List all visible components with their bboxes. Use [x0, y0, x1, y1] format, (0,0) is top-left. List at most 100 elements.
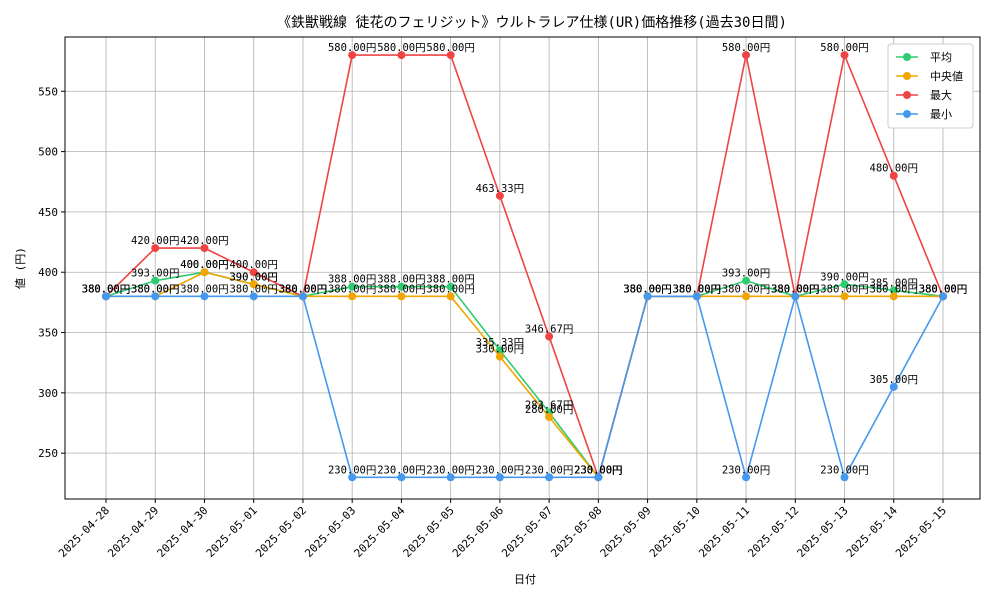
legend-swatch-marker [903, 91, 911, 99]
data-point [495, 473, 504, 482]
data-label: 480.00円 [870, 163, 918, 175]
data-labels: 380.00円393.00円400.00円390.00円380.00円388.0… [82, 42, 967, 476]
data-label: 388.00円 [328, 274, 376, 286]
data-label: 280.00円 [525, 404, 573, 416]
data-label: 380.00円 [279, 283, 327, 295]
data-label: 380.00円 [919, 283, 967, 295]
data-label: 380.00円 [919, 283, 967, 295]
data-point [397, 473, 406, 482]
data-point [840, 473, 849, 482]
data-label: 230.00円 [525, 464, 573, 476]
legend-label: 中央値 [930, 70, 963, 83]
data-point [495, 346, 504, 355]
data-label: 230.00円 [574, 464, 622, 476]
x-tick-label: 2025-05-14 [844, 504, 900, 560]
series-3 [102, 292, 947, 482]
legend-item: 最大 [896, 88, 952, 102]
y-tick-label: 300 [38, 387, 58, 400]
y-tick-label: 550 [38, 85, 58, 98]
y-axis: 250 300 350 400 450 500 550 [38, 85, 65, 460]
data-point [446, 282, 455, 291]
data-point [545, 473, 554, 482]
data-label: 230.00円 [574, 464, 622, 476]
data-label: 380.00円 [870, 283, 918, 295]
data-label: 230.00円 [328, 464, 376, 476]
data-point [791, 292, 800, 301]
x-tick-label: 2025-05-05 [401, 504, 457, 560]
data-label: 380.00円 [131, 283, 179, 295]
data-point [348, 282, 357, 291]
data-label: 380.00円 [820, 283, 868, 295]
data-label: 400.00円 [180, 259, 228, 271]
data-label: 380.00円 [673, 283, 721, 295]
data-label: 380.00円 [279, 283, 327, 295]
data-label: 380.00円 [426, 283, 474, 295]
data-label: 380.00円 [771, 283, 819, 295]
data-label: 380.00円 [82, 283, 130, 295]
data-point [446, 292, 455, 301]
data-point [840, 292, 849, 301]
legend-label: 最大 [930, 88, 952, 102]
data-label: 393.00円 [722, 268, 770, 280]
x-tick-label: 2025-04-28 [56, 504, 112, 560]
data-label: 380.00円 [771, 283, 819, 295]
data-point [249, 292, 258, 301]
data-point [397, 51, 406, 60]
data-label: 390.00円 [820, 271, 868, 283]
data-point [151, 276, 160, 285]
data-point [594, 473, 603, 482]
data-label: 580.00円 [722, 42, 770, 54]
data-point [889, 292, 898, 301]
data-point [742, 276, 751, 285]
data-label: 390.00円 [229, 271, 277, 283]
data-label: 230.00円 [476, 464, 524, 476]
data-point [249, 268, 258, 277]
data-label: 283.67円 [525, 400, 573, 412]
data-label: 230.00円 [820, 464, 868, 476]
data-label: 380.00円 [919, 283, 967, 295]
series-line [105, 52, 944, 480]
data-point [889, 382, 898, 391]
data-point [692, 292, 701, 301]
data-point [545, 332, 554, 341]
data-point [200, 292, 209, 301]
data-label: 380.00円 [673, 283, 721, 295]
x-tick-label: 2025-05-07 [499, 504, 555, 560]
legend-box [887, 43, 974, 129]
data-label: 420.00円 [180, 235, 228, 247]
chart-title: 《鉄獣戦線 徒花のフェリジット》ウルトラレア仕様(UR)価格推移(過去30日間) [277, 15, 787, 31]
data-label: 380.00円 [722, 283, 770, 295]
data-label: 230.00円 [377, 464, 425, 476]
data-point [397, 292, 406, 301]
data-label: 335.33円 [476, 337, 524, 349]
data-label: 230.00円 [574, 464, 622, 476]
y-axis-title: 値 (円) [14, 247, 27, 289]
data-label: 380.00円 [919, 283, 967, 295]
data-label: 330.00円 [476, 344, 524, 356]
x-tick-label: 2025-05-13 [795, 504, 851, 560]
data-label: 385.00円 [870, 277, 918, 289]
legend-swatch-marker [903, 110, 911, 118]
data-point [200, 268, 209, 277]
data-label: 580.00円 [328, 42, 376, 54]
data-point [939, 292, 947, 301]
data-point [889, 171, 898, 180]
x-tick-label: 2025-05-10 [647, 504, 703, 560]
data-label: 380.00円 [328, 283, 376, 295]
data-label: 380.00円 [673, 283, 721, 295]
legend-swatch-marker [903, 53, 911, 61]
legend-label: 最小 [930, 108, 952, 121]
data-point [742, 292, 751, 301]
grid [65, 37, 980, 499]
x-axis: 2025-04-282025-04-292025-04-302025-05-01… [56, 499, 949, 560]
x-tick-label: 2025-05-06 [450, 504, 506, 560]
data-label: 380.00円 [279, 283, 327, 295]
data-label: 380.00円 [82, 283, 130, 295]
x-tick-label: 2025-05-04 [352, 504, 408, 560]
data-point [249, 280, 258, 289]
series-0 [102, 268, 947, 482]
series-line [106, 293, 944, 481]
data-point [495, 191, 504, 200]
data-point [643, 292, 652, 301]
